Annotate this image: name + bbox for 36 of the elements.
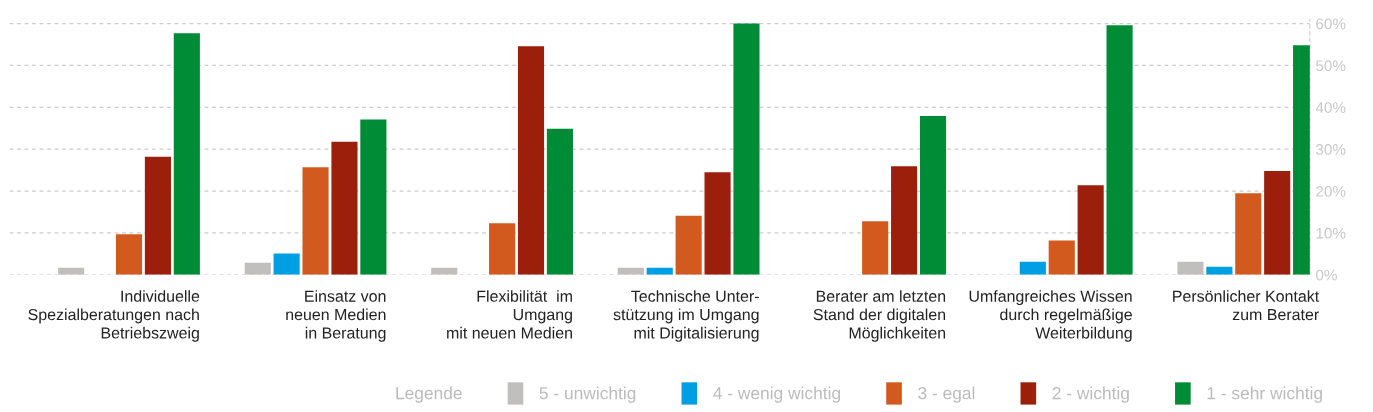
legend-label: 1 - sehr wichtig <box>1207 386 1322 403</box>
bar <box>1048 240 1075 275</box>
x-tick-label: Berater am letzten Stand der digitalen Möglichkeiten <box>813 290 946 342</box>
x-tick-label: Einsatz von neuen Medien in Beratung <box>286 290 386 342</box>
bar <box>1235 193 1262 275</box>
bar <box>919 116 947 275</box>
bar <box>1077 185 1104 275</box>
legend-label: 5 - unwichtig <box>539 386 636 403</box>
bar <box>173 33 200 275</box>
bar <box>891 166 918 275</box>
bar <box>273 253 300 275</box>
bar <box>1019 261 1046 275</box>
bar <box>704 172 731 275</box>
bar <box>489 223 516 275</box>
bar <box>331 141 358 275</box>
x-tick-label: Individuelle Spezialberatungen nach Betriebszweig <box>28 290 200 342</box>
bar <box>733 23 760 275</box>
bar <box>546 128 573 275</box>
legend-label: 3 - egal <box>918 386 975 403</box>
bar <box>115 234 143 275</box>
x-tick-label: Flexibilität im Umgang mit neuen Medien <box>447 290 572 339</box>
x-tick-label: Persönlicher Kontakt zum Berater <box>1173 290 1320 321</box>
x-tick-label: Technische Unter- stützung im Umgang mit Digitalisierung <box>613 290 759 342</box>
legend-label: 4 - wenig wichtig <box>713 386 840 403</box>
x-tick-label: Umfangreiches Wissen durch regelmäßige Weiterbildung <box>969 290 1132 342</box>
bar <box>360 119 387 275</box>
bar <box>302 167 329 275</box>
legend-title: Legende <box>396 386 462 403</box>
bar <box>862 221 889 275</box>
legend-label: 2 - wichtig <box>1052 386 1129 403</box>
bar <box>675 215 702 275</box>
bar <box>1106 25 1133 275</box>
bar <box>244 262 271 275</box>
bar <box>517 46 545 275</box>
bar <box>1177 261 1204 275</box>
bar <box>144 156 171 275</box>
